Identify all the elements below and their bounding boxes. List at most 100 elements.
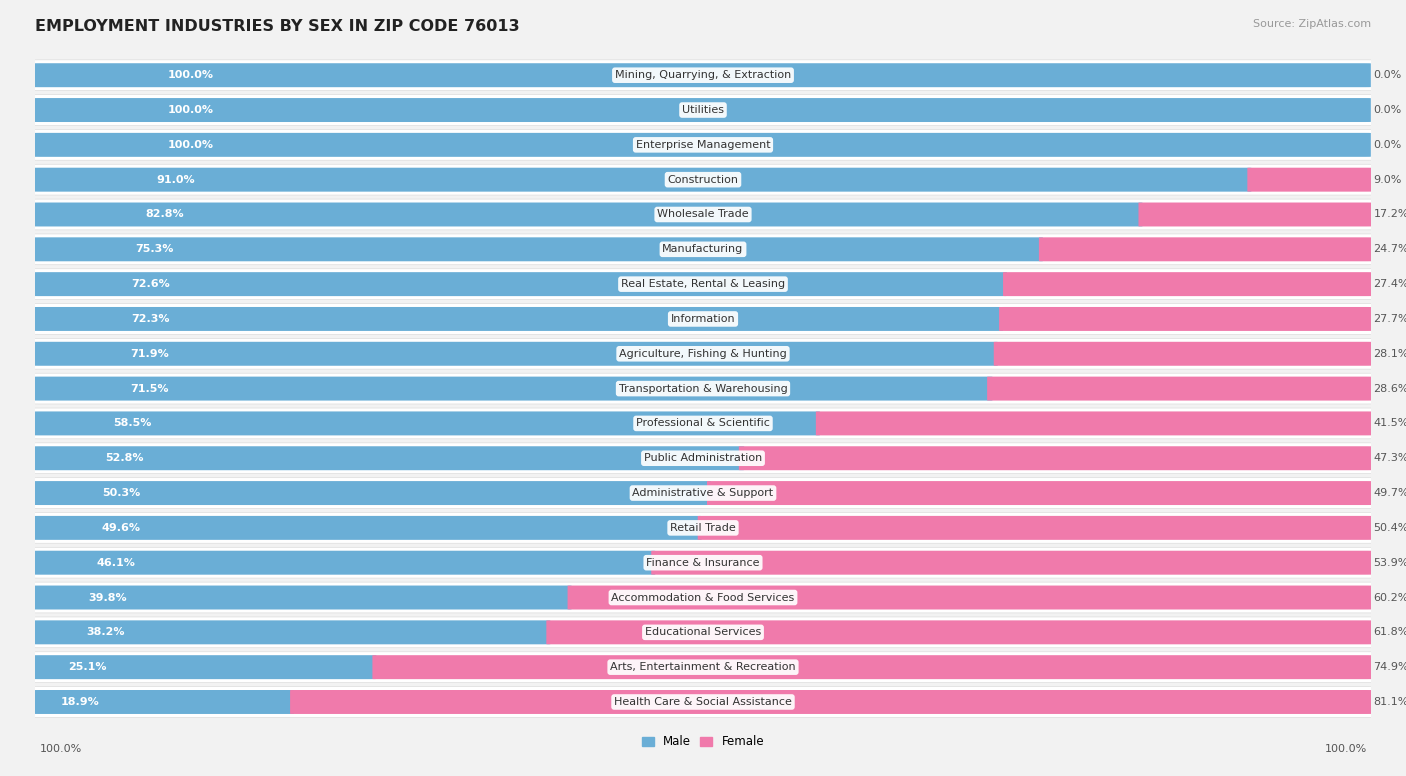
Text: 49.6%: 49.6%	[101, 523, 141, 533]
FancyBboxPatch shape	[987, 376, 1372, 400]
Text: 81.1%: 81.1%	[1374, 697, 1406, 707]
Text: 53.9%: 53.9%	[1374, 558, 1406, 568]
FancyBboxPatch shape	[34, 237, 1043, 262]
Text: 39.8%: 39.8%	[89, 593, 127, 602]
Text: Utilities: Utilities	[682, 105, 724, 115]
Text: 60.2%: 60.2%	[1374, 593, 1406, 602]
FancyBboxPatch shape	[30, 95, 1376, 126]
FancyBboxPatch shape	[34, 98, 1371, 122]
Text: 27.4%: 27.4%	[1374, 279, 1406, 289]
Text: Real Estate, Rental & Leasing: Real Estate, Rental & Leasing	[621, 279, 785, 289]
Text: 72.3%: 72.3%	[131, 314, 170, 324]
Text: Finance & Insurance: Finance & Insurance	[647, 558, 759, 568]
FancyBboxPatch shape	[34, 516, 702, 540]
Text: 72.6%: 72.6%	[132, 279, 170, 289]
Text: 25.1%: 25.1%	[69, 662, 107, 672]
Text: 100.0%: 100.0%	[167, 70, 214, 80]
FancyBboxPatch shape	[1039, 237, 1372, 262]
FancyBboxPatch shape	[651, 551, 1372, 575]
FancyBboxPatch shape	[30, 547, 1376, 578]
Text: 100.0%: 100.0%	[1324, 744, 1367, 754]
Text: 18.9%: 18.9%	[60, 697, 98, 707]
Text: 38.2%: 38.2%	[86, 627, 124, 637]
Text: 50.3%: 50.3%	[101, 488, 141, 498]
Text: Construction: Construction	[668, 175, 738, 185]
FancyBboxPatch shape	[30, 303, 1376, 334]
Text: Retail Trade: Retail Trade	[671, 523, 735, 533]
FancyBboxPatch shape	[30, 408, 1376, 438]
Text: 58.5%: 58.5%	[112, 418, 152, 428]
Text: 75.3%: 75.3%	[135, 244, 173, 255]
Text: Information: Information	[671, 314, 735, 324]
Text: 74.9%: 74.9%	[1374, 662, 1406, 672]
Text: 47.3%: 47.3%	[1374, 453, 1406, 463]
FancyBboxPatch shape	[34, 133, 1371, 157]
FancyBboxPatch shape	[34, 586, 572, 609]
Text: 91.0%: 91.0%	[156, 175, 194, 185]
FancyBboxPatch shape	[34, 272, 1007, 296]
Text: Agriculture, Fishing & Hunting: Agriculture, Fishing & Hunting	[619, 348, 787, 359]
Text: 71.9%: 71.9%	[131, 348, 169, 359]
Text: 9.0%: 9.0%	[1374, 175, 1402, 185]
FancyBboxPatch shape	[290, 690, 1372, 714]
FancyBboxPatch shape	[30, 617, 1376, 648]
FancyBboxPatch shape	[30, 443, 1376, 473]
FancyBboxPatch shape	[30, 165, 1376, 195]
Text: Wholesale Trade: Wholesale Trade	[657, 210, 749, 220]
Text: 100.0%: 100.0%	[167, 105, 214, 115]
Text: 71.5%: 71.5%	[131, 383, 169, 393]
Text: Educational Services: Educational Services	[645, 627, 761, 637]
FancyBboxPatch shape	[568, 586, 1372, 609]
FancyBboxPatch shape	[30, 373, 1376, 404]
FancyBboxPatch shape	[34, 307, 1002, 331]
FancyBboxPatch shape	[994, 341, 1372, 365]
Text: Mining, Quarrying, & Extraction: Mining, Quarrying, & Extraction	[614, 70, 792, 80]
Text: 0.0%: 0.0%	[1374, 140, 1402, 150]
Text: 41.5%: 41.5%	[1374, 418, 1406, 428]
FancyBboxPatch shape	[30, 199, 1376, 230]
Text: 52.8%: 52.8%	[105, 453, 143, 463]
FancyBboxPatch shape	[34, 203, 1143, 227]
FancyBboxPatch shape	[1000, 307, 1372, 331]
FancyBboxPatch shape	[30, 652, 1376, 683]
FancyBboxPatch shape	[373, 655, 1372, 679]
FancyBboxPatch shape	[30, 478, 1376, 508]
Text: 24.7%: 24.7%	[1374, 244, 1406, 255]
FancyBboxPatch shape	[34, 446, 744, 470]
Text: Health Care & Social Assistance: Health Care & Social Assistance	[614, 697, 792, 707]
FancyBboxPatch shape	[1002, 272, 1372, 296]
FancyBboxPatch shape	[34, 690, 294, 714]
FancyBboxPatch shape	[547, 620, 1372, 644]
FancyBboxPatch shape	[30, 582, 1376, 613]
Text: EMPLOYMENT INDUSTRIES BY SEX IN ZIP CODE 76013: EMPLOYMENT INDUSTRIES BY SEX IN ZIP CODE…	[35, 19, 520, 34]
FancyBboxPatch shape	[738, 446, 1372, 470]
FancyBboxPatch shape	[34, 168, 1251, 192]
FancyBboxPatch shape	[1247, 168, 1372, 192]
Text: 28.1%: 28.1%	[1374, 348, 1406, 359]
FancyBboxPatch shape	[30, 130, 1376, 160]
Text: 27.7%: 27.7%	[1374, 314, 1406, 324]
FancyBboxPatch shape	[707, 481, 1372, 505]
FancyBboxPatch shape	[30, 338, 1376, 369]
FancyBboxPatch shape	[34, 411, 820, 435]
Text: 49.7%: 49.7%	[1374, 488, 1406, 498]
Text: 0.0%: 0.0%	[1374, 105, 1402, 115]
FancyBboxPatch shape	[815, 411, 1372, 435]
Text: Accommodation & Food Services: Accommodation & Food Services	[612, 593, 794, 602]
FancyBboxPatch shape	[34, 376, 993, 400]
Text: 28.6%: 28.6%	[1374, 383, 1406, 393]
Text: Enterprise Management: Enterprise Management	[636, 140, 770, 150]
FancyBboxPatch shape	[30, 60, 1376, 91]
Text: 61.8%: 61.8%	[1374, 627, 1406, 637]
FancyBboxPatch shape	[34, 620, 550, 644]
Text: Public Administration: Public Administration	[644, 453, 762, 463]
Text: Arts, Entertainment & Recreation: Arts, Entertainment & Recreation	[610, 662, 796, 672]
FancyBboxPatch shape	[30, 234, 1376, 265]
Text: 46.1%: 46.1%	[97, 558, 135, 568]
Text: Source: ZipAtlas.com: Source: ZipAtlas.com	[1253, 19, 1371, 29]
FancyBboxPatch shape	[34, 481, 711, 505]
FancyBboxPatch shape	[30, 268, 1376, 300]
FancyBboxPatch shape	[34, 655, 377, 679]
FancyBboxPatch shape	[34, 63, 1371, 87]
Text: 100.0%: 100.0%	[39, 744, 82, 754]
